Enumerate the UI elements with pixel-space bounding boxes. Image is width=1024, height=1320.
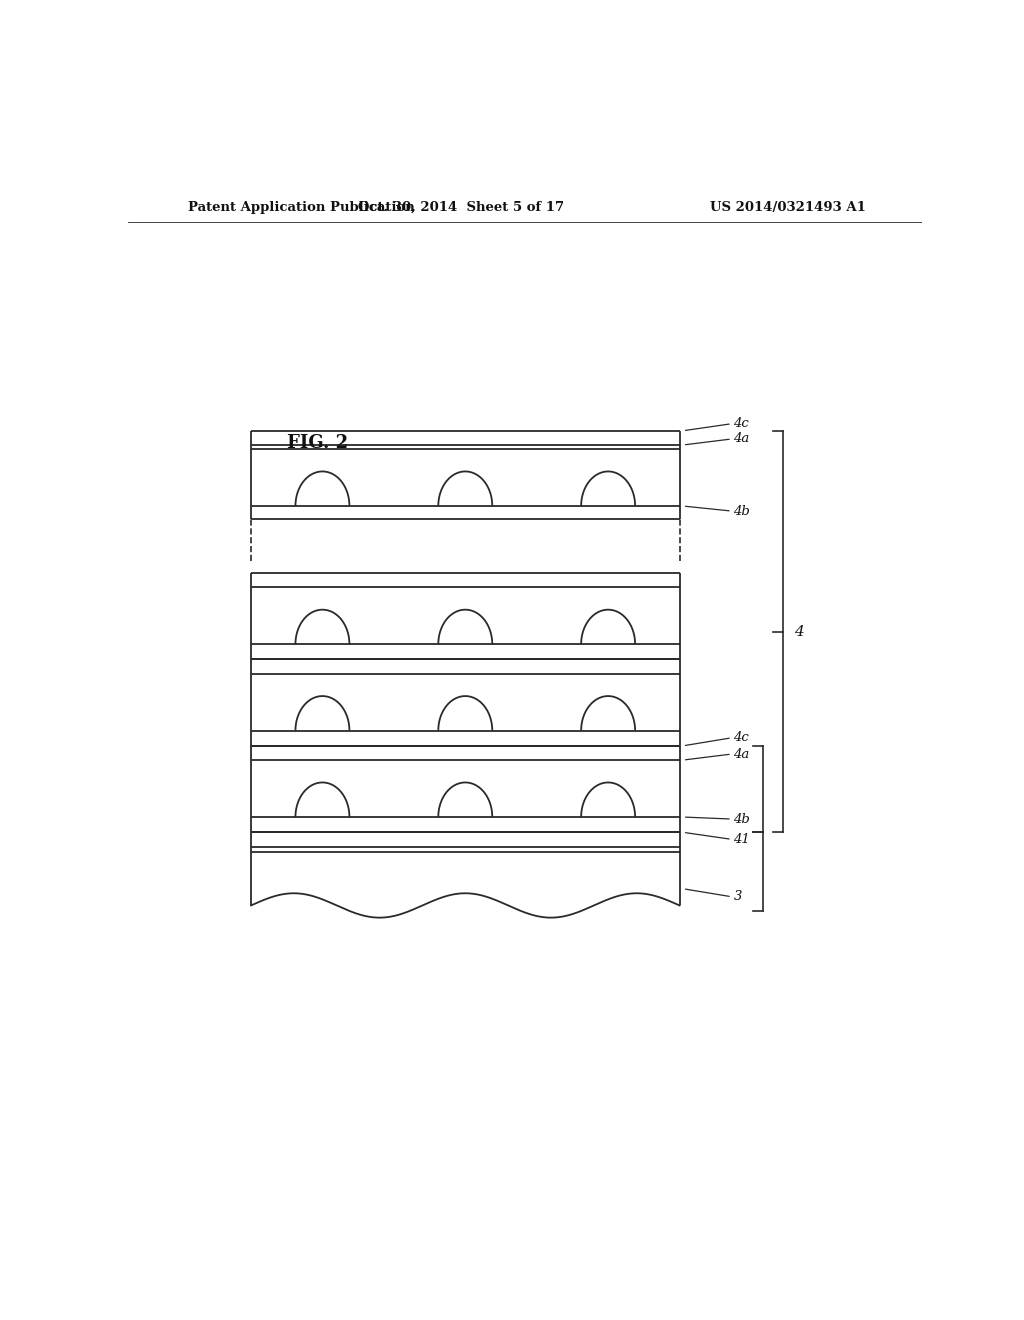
Text: 41: 41: [733, 833, 751, 846]
Text: 4: 4: [794, 624, 804, 639]
Text: 4b: 4b: [733, 504, 751, 517]
Text: 4b: 4b: [733, 813, 751, 825]
Text: US 2014/0321493 A1: US 2014/0321493 A1: [711, 201, 866, 214]
Text: 4c: 4c: [733, 417, 750, 430]
Text: 4c: 4c: [733, 731, 750, 744]
Text: Oct. 30, 2014  Sheet 5 of 17: Oct. 30, 2014 Sheet 5 of 17: [358, 201, 564, 214]
Text: Patent Application Publication: Patent Application Publication: [187, 201, 415, 214]
Text: 4a: 4a: [733, 433, 750, 445]
Text: 4a: 4a: [733, 747, 750, 760]
Text: FIG. 2: FIG. 2: [287, 434, 348, 451]
Text: 3: 3: [733, 890, 742, 903]
